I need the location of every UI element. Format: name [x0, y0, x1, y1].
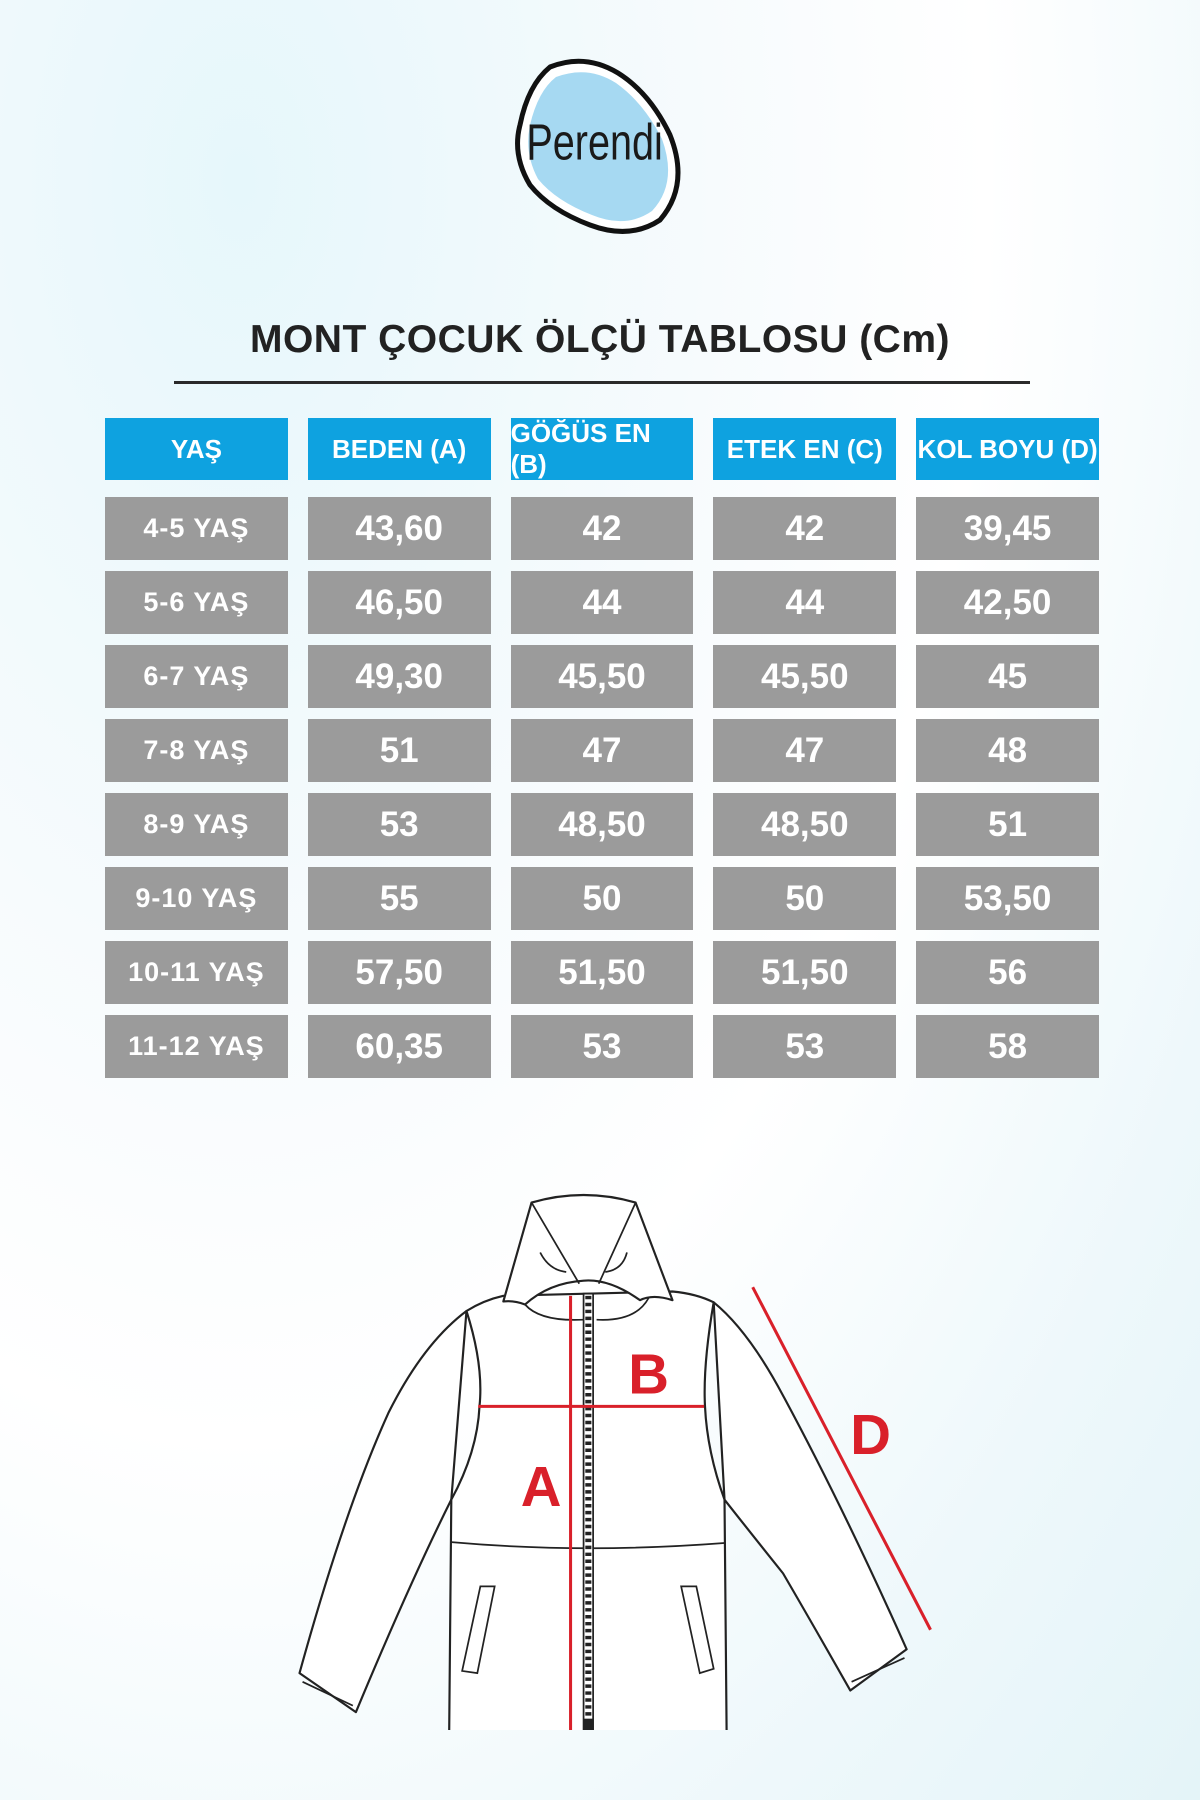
- value-cell: 44: [510, 571, 694, 634]
- zipper: [582, 1292, 594, 1730]
- value-cell: 51: [916, 793, 1099, 856]
- value-cell: 50: [510, 867, 694, 930]
- age-cell: 9-10 YAŞ: [105, 867, 288, 930]
- table-row: 8-9 YAŞ 53 48,50 48,50 51: [105, 793, 1099, 856]
- age-cell: 6-7 YAŞ: [105, 645, 288, 708]
- label-d: D: [850, 1403, 891, 1466]
- label-b: B: [628, 1342, 669, 1405]
- label-a: A: [521, 1455, 562, 1518]
- right-pocket: [680, 1585, 715, 1675]
- value-cell: 56: [916, 941, 1099, 1004]
- value-cell: 45,50: [510, 645, 694, 708]
- right-sleeve: [712, 1301, 908, 1692]
- measure-line-d: [751, 1286, 932, 1631]
- table-row: 7-8 YAŞ 51 47 47 48: [105, 719, 1099, 782]
- table-row: 11-12 YAŞ 60,35 53 53 58: [105, 1015, 1099, 1078]
- age-cell: 7-8 YAŞ: [105, 719, 288, 782]
- value-cell: 48,50: [713, 793, 897, 856]
- header-cell: BEDEN (A): [307, 418, 491, 480]
- value-cell: 53: [307, 793, 491, 856]
- header-cell: GÖĞÜS EN (B): [510, 418, 694, 480]
- left-sleeve: [298, 1309, 468, 1714]
- table-header: YAŞ BEDEN (A) GÖĞÜS EN (B) ETEK EN (C) K…: [105, 418, 1099, 481]
- header-cell: YAŞ: [105, 418, 288, 480]
- value-cell: 51,50: [713, 941, 897, 1004]
- age-cell: 11-12 YAŞ: [105, 1015, 288, 1078]
- table-row: 9-10 YAŞ 55 50 50 53,50: [105, 867, 1099, 930]
- header-cell: ETEK EN (C): [713, 418, 897, 480]
- age-cell: 5-6 YAŞ: [105, 571, 288, 634]
- logo-text: Perendi: [526, 114, 662, 171]
- value-cell: 51,50: [510, 941, 694, 1004]
- value-cell: 47: [510, 719, 694, 782]
- table-row: 4-5 YAŞ 43,60 42 42 39,45: [105, 497, 1099, 560]
- value-cell: 55: [307, 867, 491, 930]
- age-cell: 10-11 YAŞ: [105, 941, 288, 1004]
- value-cell: 48: [916, 719, 1099, 782]
- page-title: MONT ÇOCUK ÖLÇÜ TABLOSU (Cm): [249, 318, 951, 361]
- age-cell: 4-5 YAŞ: [105, 497, 288, 560]
- value-cell: 57,50: [307, 941, 491, 1004]
- value-cell: 43,60: [307, 497, 491, 560]
- value-cell: 53: [510, 1015, 694, 1078]
- value-cell: 50: [713, 867, 897, 930]
- table-row: 6-7 YAŞ 49,30 45,50 45,50 45: [105, 645, 1099, 708]
- value-cell: 47: [713, 719, 897, 782]
- value-cell: 42: [713, 497, 897, 560]
- value-cell: 42,50: [916, 571, 1099, 634]
- left-pocket: [461, 1585, 496, 1675]
- value-cell: 48,50: [510, 793, 694, 856]
- age-cell: 8-9 YAŞ: [105, 793, 288, 856]
- value-cell: 58: [916, 1015, 1099, 1078]
- hood: [502, 1193, 674, 1306]
- brand-logo: Perendi: [515, 58, 681, 234]
- value-cell: 49,30: [307, 645, 491, 708]
- value-cell: 60,35: [307, 1015, 491, 1078]
- title-divider: [174, 381, 1030, 384]
- value-cell: 45: [916, 645, 1099, 708]
- value-cell: 51: [307, 719, 491, 782]
- value-cell: 46,50: [307, 571, 491, 634]
- table-row: 10-11 YAŞ 57,50 51,50 51,50 56: [105, 941, 1099, 1004]
- value-cell: 39,45: [916, 497, 1099, 560]
- value-cell: 53,50: [916, 867, 1099, 930]
- value-cell: 53: [713, 1015, 897, 1078]
- value-cell: 45,50: [713, 645, 897, 708]
- table-row: 5-6 YAŞ 46,50 44 44 42,50: [105, 571, 1099, 634]
- value-cell: 44: [713, 571, 897, 634]
- header-cell: KOL BOYU (D): [916, 418, 1099, 480]
- value-cell: 42: [510, 497, 694, 560]
- jacket-diagram: A B C D: [298, 1193, 932, 1730]
